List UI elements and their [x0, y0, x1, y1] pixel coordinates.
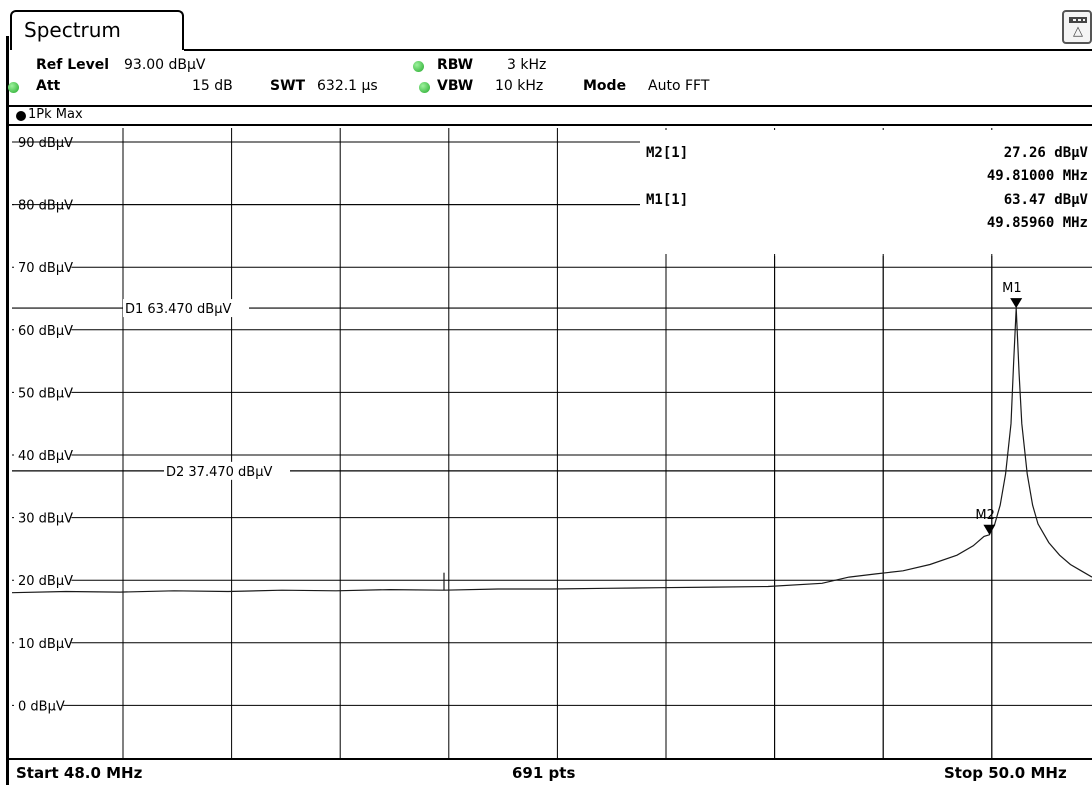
att-label: Att — [36, 78, 61, 94]
y-tick-label: 40 dBµV — [18, 449, 73, 464]
sweep-points[interactable]: 691 pts — [512, 764, 576, 782]
vbw-label: VBW — [437, 78, 474, 94]
y-tick-label: 10 dBµV — [18, 637, 73, 652]
stop-frequency[interactable]: Stop 50.0 MHz — [944, 764, 1067, 782]
rbw-label: RBW — [437, 57, 474, 73]
mode-label: Mode — [583, 78, 627, 94]
y-tick-label: 70 dBµV — [18, 261, 73, 276]
att-status-dot — [8, 82, 19, 93]
marker-triangle-m2 — [983, 524, 996, 535]
y-tick-label-bg — [14, 319, 72, 340]
y-tick-label: 50 dBµV — [18, 386, 73, 401]
y-tick-label: 30 dBµV — [18, 512, 73, 527]
display-config-button[interactable]: △ — [1062, 10, 1092, 44]
y-tick-label-bg — [14, 507, 72, 528]
y-tick-label: 80 dBµV — [18, 199, 73, 214]
display-line-label: D1 63.470 dBµV — [125, 302, 231, 317]
mode-value[interactable]: Auto FFT — [648, 78, 710, 94]
trace-indicator-icon — [16, 111, 26, 121]
y-tick-label-bg — [14, 445, 72, 465]
rbw-status-dot — [413, 61, 424, 72]
marker-level: 27.26 dBµV — [1004, 145, 1089, 161]
triangle-icon: △ — [1073, 24, 1083, 39]
tab-label: Spectrum — [24, 18, 121, 42]
y-tick-label: 0 dBµV — [18, 699, 65, 714]
y-tick-label-bg — [14, 257, 72, 278]
trace-label[interactable]: 1Pk Max — [28, 107, 83, 122]
marker-table-bg — [640, 130, 1092, 254]
vbw-value[interactable]: 10 kHz — [495, 78, 544, 94]
att-value[interactable]: 15 dB — [192, 78, 233, 94]
display-line-label-bg — [123, 299, 249, 318]
y-tick-label: 20 dBµV — [18, 574, 73, 589]
marker-level: 63.47 dBµV — [1004, 192, 1089, 208]
start-frequency[interactable]: Start 48.0 MHz — [16, 764, 143, 782]
y-tick-label-bg — [14, 570, 72, 591]
y-tick-label-bg — [14, 382, 72, 403]
display-line-label-bg — [164, 461, 290, 480]
marker-label-m2: M2 — [975, 508, 995, 523]
swt-label: SWT — [270, 78, 306, 94]
window-left-border — [6, 36, 9, 785]
marker-triangle-m1 — [1010, 298, 1023, 309]
marker-name: M2[1] — [646, 145, 688, 161]
y-tick-label-bg — [14, 695, 64, 716]
rbw-value[interactable]: 3 kHz — [507, 57, 547, 73]
marker-frequency: 49.81000 MHz — [987, 168, 1088, 184]
y-tick-label: 60 dBµV — [18, 324, 73, 339]
swt-value[interactable]: 632.1 µs — [317, 78, 378, 94]
ref-level-label: Ref Level — [36, 57, 110, 73]
y-tick-label-bg — [14, 632, 72, 653]
marker-label-m1: M1 — [1002, 281, 1022, 296]
trace-info-bar — [9, 105, 1092, 126]
trace-line — [11, 308, 1092, 594]
tab-underline — [184, 49, 1092, 51]
marker-frequency: 49.85960 MHz — [987, 215, 1088, 231]
window-layout-icon — [1069, 17, 1087, 23]
display-line-label: D2 37.470 dBµV — [166, 465, 272, 480]
tab-spectrum[interactable]: Spectrum — [10, 10, 184, 50]
ref-level-value[interactable]: 93.00 dBµV — [124, 57, 206, 73]
vbw-status-dot — [419, 82, 430, 93]
y-tick-label: 90 dBµV — [18, 136, 73, 151]
footer-bar — [9, 758, 1092, 787]
marker-name: M1[1] — [646, 192, 688, 208]
